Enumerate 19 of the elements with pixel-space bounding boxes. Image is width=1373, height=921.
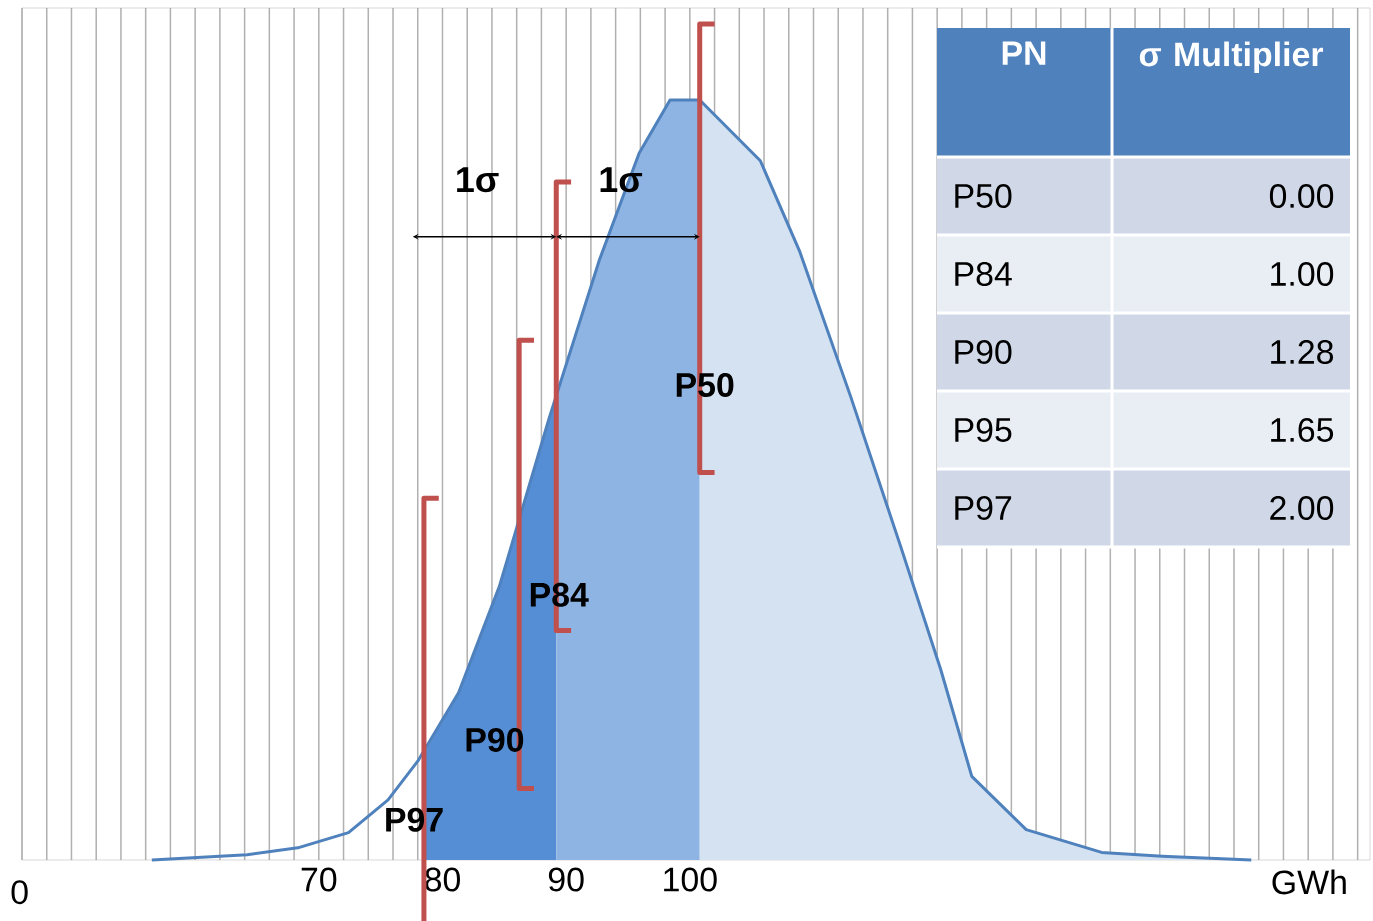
text: σ Multiplier	[1139, 41, 1324, 74]
text: 0.00	[1269, 184, 1334, 208]
annotation: 1σ	[457, 167, 499, 193]
text: PN	[1002, 41, 1046, 65]
x-tick-label: 80	[425, 867, 460, 892]
category-label: P97	[955, 496, 1012, 520]
x-tick-label: 90	[548, 867, 584, 892]
text: 1.00	[1271, 262, 1334, 286]
category-label: P90	[955, 340, 1012, 364]
x-axis-title: GWh	[1272, 869, 1346, 895]
category-label: P95	[955, 418, 1012, 442]
x-tick-label: 70	[301, 867, 337, 892]
text: 1.28	[1271, 340, 1334, 364]
category-label: P84	[955, 262, 1012, 286]
x-tick-label: 100	[664, 867, 717, 892]
text: 2.00	[1270, 496, 1334, 520]
text: 0	[11, 880, 28, 905]
category-label: P50	[955, 184, 1012, 208]
text: 1.65	[1271, 418, 1334, 442]
